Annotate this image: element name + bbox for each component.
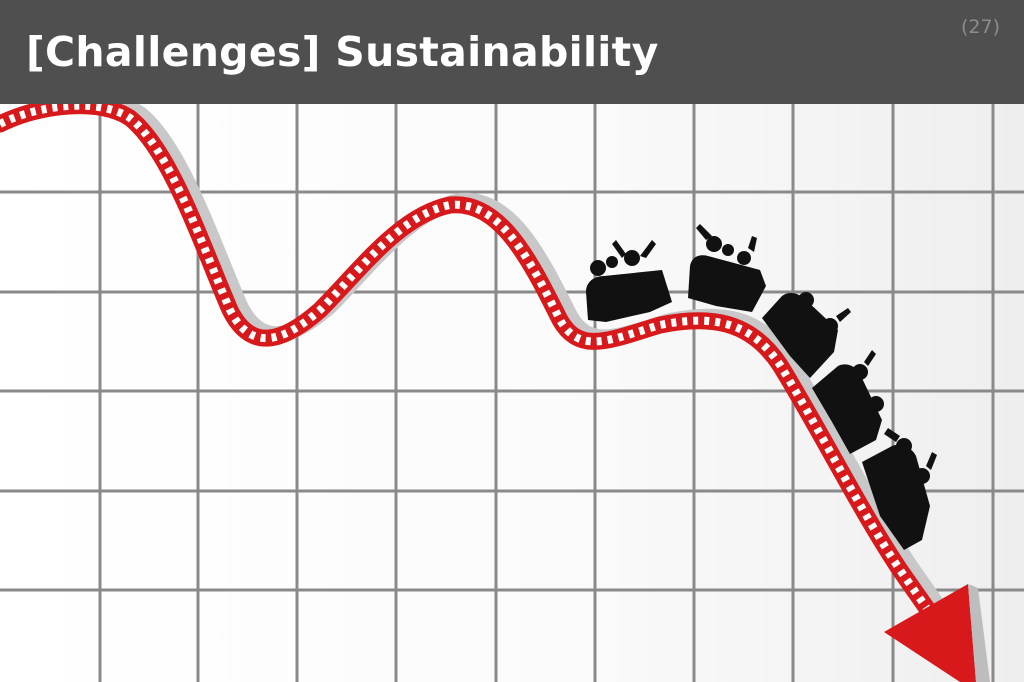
slide-title: [Challenges] Sustainability xyxy=(26,28,659,76)
coaster-car xyxy=(762,292,851,378)
page-number: (27) xyxy=(960,16,1000,38)
arrow-head xyxy=(884,584,976,682)
title-bar: [Challenges] Sustainability (27) xyxy=(0,0,1024,104)
coaster-car xyxy=(688,224,766,312)
arrow-head-shadow xyxy=(968,584,990,682)
coaster-car xyxy=(862,428,937,550)
coaster-cars xyxy=(586,224,937,550)
coaster-car xyxy=(812,350,884,454)
grid xyxy=(0,104,1024,682)
coaster-car xyxy=(586,240,672,322)
track-ties xyxy=(0,104,939,623)
rollercoaster-downtrend-chart-icon xyxy=(0,104,1024,682)
